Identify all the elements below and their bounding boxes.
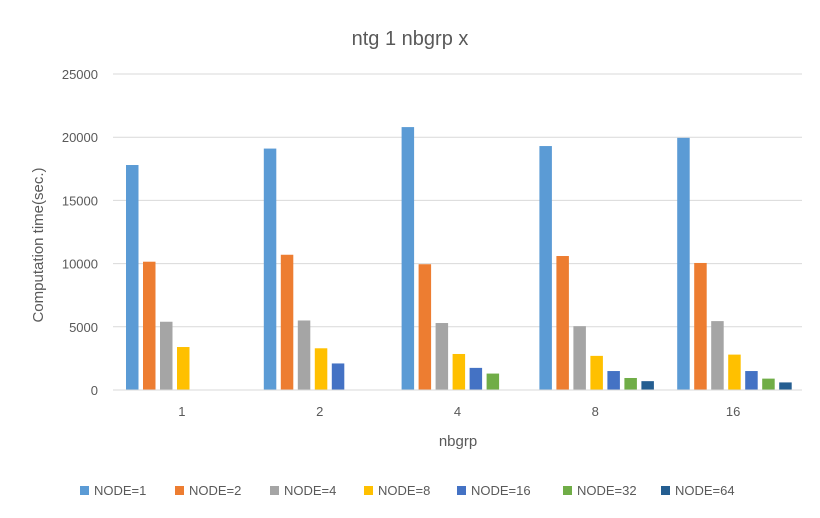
legend-label: NODE=1 bbox=[94, 483, 146, 498]
legend-label: NODE=4 bbox=[284, 483, 336, 498]
y-tick-label: 10000 bbox=[62, 257, 98, 272]
bar-node-16-nbgrp-16 bbox=[745, 371, 758, 390]
bars bbox=[126, 127, 792, 390]
bar-node-16-nbgrp-8 bbox=[607, 371, 620, 390]
bar-node-8-nbgrp-2 bbox=[314, 348, 328, 390]
bar-node-64-nbgrp-8 bbox=[641, 381, 654, 390]
bar-node-64-nbgrp-16 bbox=[779, 382, 792, 390]
legend-swatch bbox=[563, 486, 572, 495]
legend-swatch bbox=[661, 486, 670, 495]
bar-node-4-nbgrp-16 bbox=[711, 321, 724, 390]
legend-swatch bbox=[80, 486, 89, 495]
bar-node-2-nbgrp-1 bbox=[143, 261, 156, 390]
bar-node-16-nbgrp-2 bbox=[331, 363, 345, 390]
bar-node-4-nbgrp-1 bbox=[160, 321, 173, 390]
bar-node-4-nbgrp-2 bbox=[297, 320, 311, 390]
bar-node-32-nbgrp-4 bbox=[486, 373, 500, 390]
x-tick-label: 4 bbox=[454, 404, 461, 419]
y-tick-label: 0 bbox=[91, 383, 98, 398]
legend-label: NODE=32 bbox=[577, 483, 637, 498]
legend-label: NODE=8 bbox=[378, 483, 430, 498]
bar-node-8-nbgrp-4 bbox=[452, 353, 466, 390]
bar-node-1-nbgrp-16 bbox=[677, 137, 690, 390]
legend-label: NODE=2 bbox=[189, 483, 241, 498]
bar-node-2-nbgrp-16 bbox=[694, 262, 707, 390]
legend-swatch bbox=[270, 486, 279, 495]
bar-node-8-nbgrp-16 bbox=[728, 354, 741, 390]
chart-title: ntg 1 nbgrp x bbox=[352, 28, 469, 50]
x-axis-title: nbgrp bbox=[439, 433, 477, 450]
bar-node-32-nbgrp-8 bbox=[624, 377, 637, 390]
x-axis-ticks: 1 2 4 8 16 bbox=[178, 404, 740, 419]
y-tick-label: 20000 bbox=[62, 130, 98, 145]
bar-node-4-nbgrp-8 bbox=[573, 326, 586, 390]
y-axis-title: Computation time(sec.) bbox=[30, 167, 47, 322]
bar-node-16-nbgrp-4 bbox=[469, 367, 483, 390]
legend-label: NODE=64 bbox=[675, 483, 735, 498]
bar-node-2-nbgrp-2 bbox=[280, 254, 294, 390]
bar-node-1-nbgrp-4 bbox=[401, 127, 415, 390]
y-axis-ticks: 0 5000 10000 15000 20000 25000 bbox=[62, 67, 98, 398]
x-tick-label: 1 bbox=[178, 404, 185, 419]
bar-node-1-nbgrp-2 bbox=[263, 148, 277, 390]
y-tick-label: 25000 bbox=[62, 67, 98, 82]
bar-node-8-nbgrp-8 bbox=[590, 355, 603, 390]
x-tick-label: 16 bbox=[726, 404, 740, 419]
legend-swatch bbox=[175, 486, 184, 495]
bar-node-1-nbgrp-8 bbox=[539, 146, 552, 390]
y-tick-label: 15000 bbox=[62, 193, 98, 208]
bar-node-2-nbgrp-8 bbox=[556, 256, 569, 390]
x-tick-label: 2 bbox=[316, 404, 323, 419]
legend-swatch bbox=[457, 486, 466, 495]
legend-swatch bbox=[364, 486, 373, 495]
legend: NODE=1 NODE=2 NODE=4 NODE=8 NODE=16 NODE=32 NO… bbox=[80, 483, 735, 498]
y-tick-label: 5000 bbox=[69, 320, 98, 335]
bar-node-8-nbgrp-1 bbox=[177, 347, 190, 390]
bar-node-2-nbgrp-4 bbox=[418, 264, 432, 390]
x-tick-label: 8 bbox=[592, 404, 599, 419]
bar-node-1-nbgrp-1 bbox=[126, 165, 139, 390]
legend-label: NODE=16 bbox=[471, 483, 531, 498]
bar-node-32-nbgrp-16 bbox=[762, 378, 775, 390]
bar-node-4-nbgrp-4 bbox=[435, 323, 449, 390]
